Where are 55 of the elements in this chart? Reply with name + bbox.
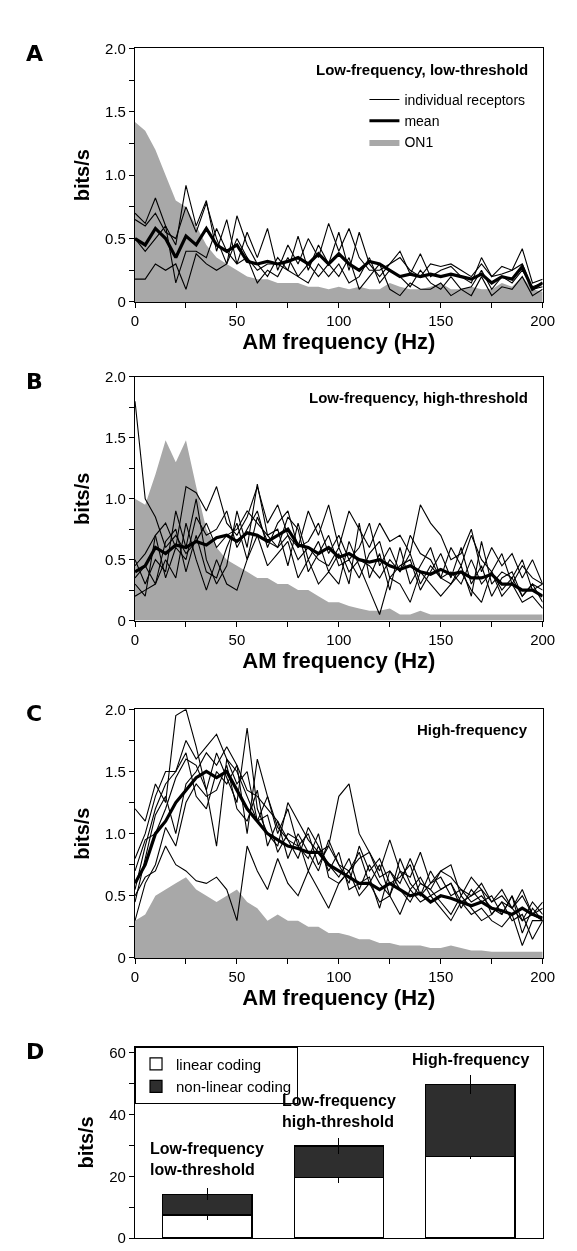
x-axis-title: AM frequency (Hz) <box>242 985 436 1011</box>
x-tick-label: 150 <box>428 312 454 330</box>
text: D <box>26 1039 45 1064</box>
x-tick-label: 50 <box>228 630 246 648</box>
text: A <box>26 41 44 66</box>
x-axis-title: AM frequency (Hz) <box>242 647 436 673</box>
x-tick-label: 0 <box>130 312 140 330</box>
y-axis-title: bits/s <box>70 472 93 525</box>
text: Low-frequency, high-threshold <box>309 389 528 406</box>
y-tick-label: 1.5 <box>105 762 126 780</box>
text: B <box>26 369 43 394</box>
y-tick-label: 0.5 <box>105 229 126 247</box>
y-tick-label: 1.0 <box>105 490 126 507</box>
x-tick-label: 150 <box>428 630 454 648</box>
y-tick-label: 1.0 <box>105 824 126 842</box>
x-tick-label: 150 <box>428 968 454 986</box>
text: C <box>26 701 43 726</box>
y-tick-label: 2.0 <box>105 700 126 718</box>
legend-label: linear coding <box>176 1055 262 1073</box>
legend-label: individual receptors <box>404 92 526 109</box>
y-tick-label: 60 <box>109 1044 126 1062</box>
annotation: High-frequency <box>412 1051 530 1068</box>
y-axis-title: bits/s <box>74 1116 97 1169</box>
y-tick-label: 0 <box>117 949 126 967</box>
y-tick-label: 0 <box>117 611 126 629</box>
y-tick-label: 20 <box>109 1167 126 1185</box>
annotation: Low-frequency low-threshold <box>150 1140 264 1178</box>
y-tick-label: 1.5 <box>105 103 126 121</box>
x-tick-label: 0 <box>130 630 140 648</box>
y-tick-label: 0 <box>117 1229 126 1247</box>
legend-label: ON1 <box>404 134 434 151</box>
y-tick-label: 2.0 <box>105 39 126 57</box>
x-tick-label: 50 <box>228 968 246 986</box>
y-tick-label: 1.5 <box>105 429 126 447</box>
x-tick-label: 200 <box>530 968 556 986</box>
y-tick-label: 1.0 <box>105 166 126 184</box>
x-tick-label: 200 <box>530 312 556 330</box>
x-tick-label: 0 <box>130 968 140 986</box>
x-tick-label: 200 <box>530 630 556 648</box>
y-tick-label: 0.5 <box>105 887 126 905</box>
y-axis-title: bits/s <box>70 149 93 202</box>
x-axis-title: AM frequency (Hz) <box>242 329 436 355</box>
y-tick-label: 40 <box>109 1105 126 1123</box>
y-axis-title: bits/s <box>70 807 93 860</box>
x-tick-label: 100 <box>326 630 352 648</box>
x-tick-label: 100 <box>326 968 352 986</box>
x-tick-label: 50 <box>228 312 246 330</box>
x-tick-label: 100 <box>326 312 352 330</box>
text: High-frequency <box>417 721 528 738</box>
y-tick-label: 0.5 <box>105 550 126 568</box>
y-tick-label: 0 <box>117 293 126 311</box>
legend-label: non-linear coding <box>176 1078 292 1096</box>
text: Low-frequency, low-threshold <box>316 61 529 78</box>
y-tick-label: 2.0 <box>105 368 126 386</box>
legend-label: mean <box>404 113 440 130</box>
